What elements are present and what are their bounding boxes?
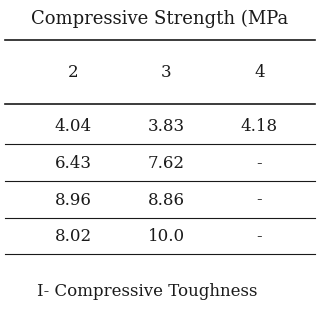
Text: 4.04: 4.04 <box>54 118 92 135</box>
Text: 4.18: 4.18 <box>241 118 278 135</box>
Text: 8.02: 8.02 <box>54 228 92 245</box>
Text: 3.83: 3.83 <box>148 118 185 135</box>
Text: 2: 2 <box>68 63 78 81</box>
Text: 6.43: 6.43 <box>54 155 92 172</box>
Text: -: - <box>257 228 262 245</box>
Text: 8.96: 8.96 <box>54 191 92 209</box>
Text: 7.62: 7.62 <box>148 155 185 172</box>
Text: 8.86: 8.86 <box>148 191 185 209</box>
Text: -: - <box>257 155 262 172</box>
Text: 4: 4 <box>254 63 265 81</box>
Text: Compressive Strength (MPa: Compressive Strength (MPa <box>31 10 289 28</box>
Text: 10.0: 10.0 <box>148 228 185 245</box>
Text: 3: 3 <box>161 63 172 81</box>
Text: I- Compressive Toughness: I- Compressive Toughness <box>37 283 258 300</box>
Text: -: - <box>257 191 262 209</box>
